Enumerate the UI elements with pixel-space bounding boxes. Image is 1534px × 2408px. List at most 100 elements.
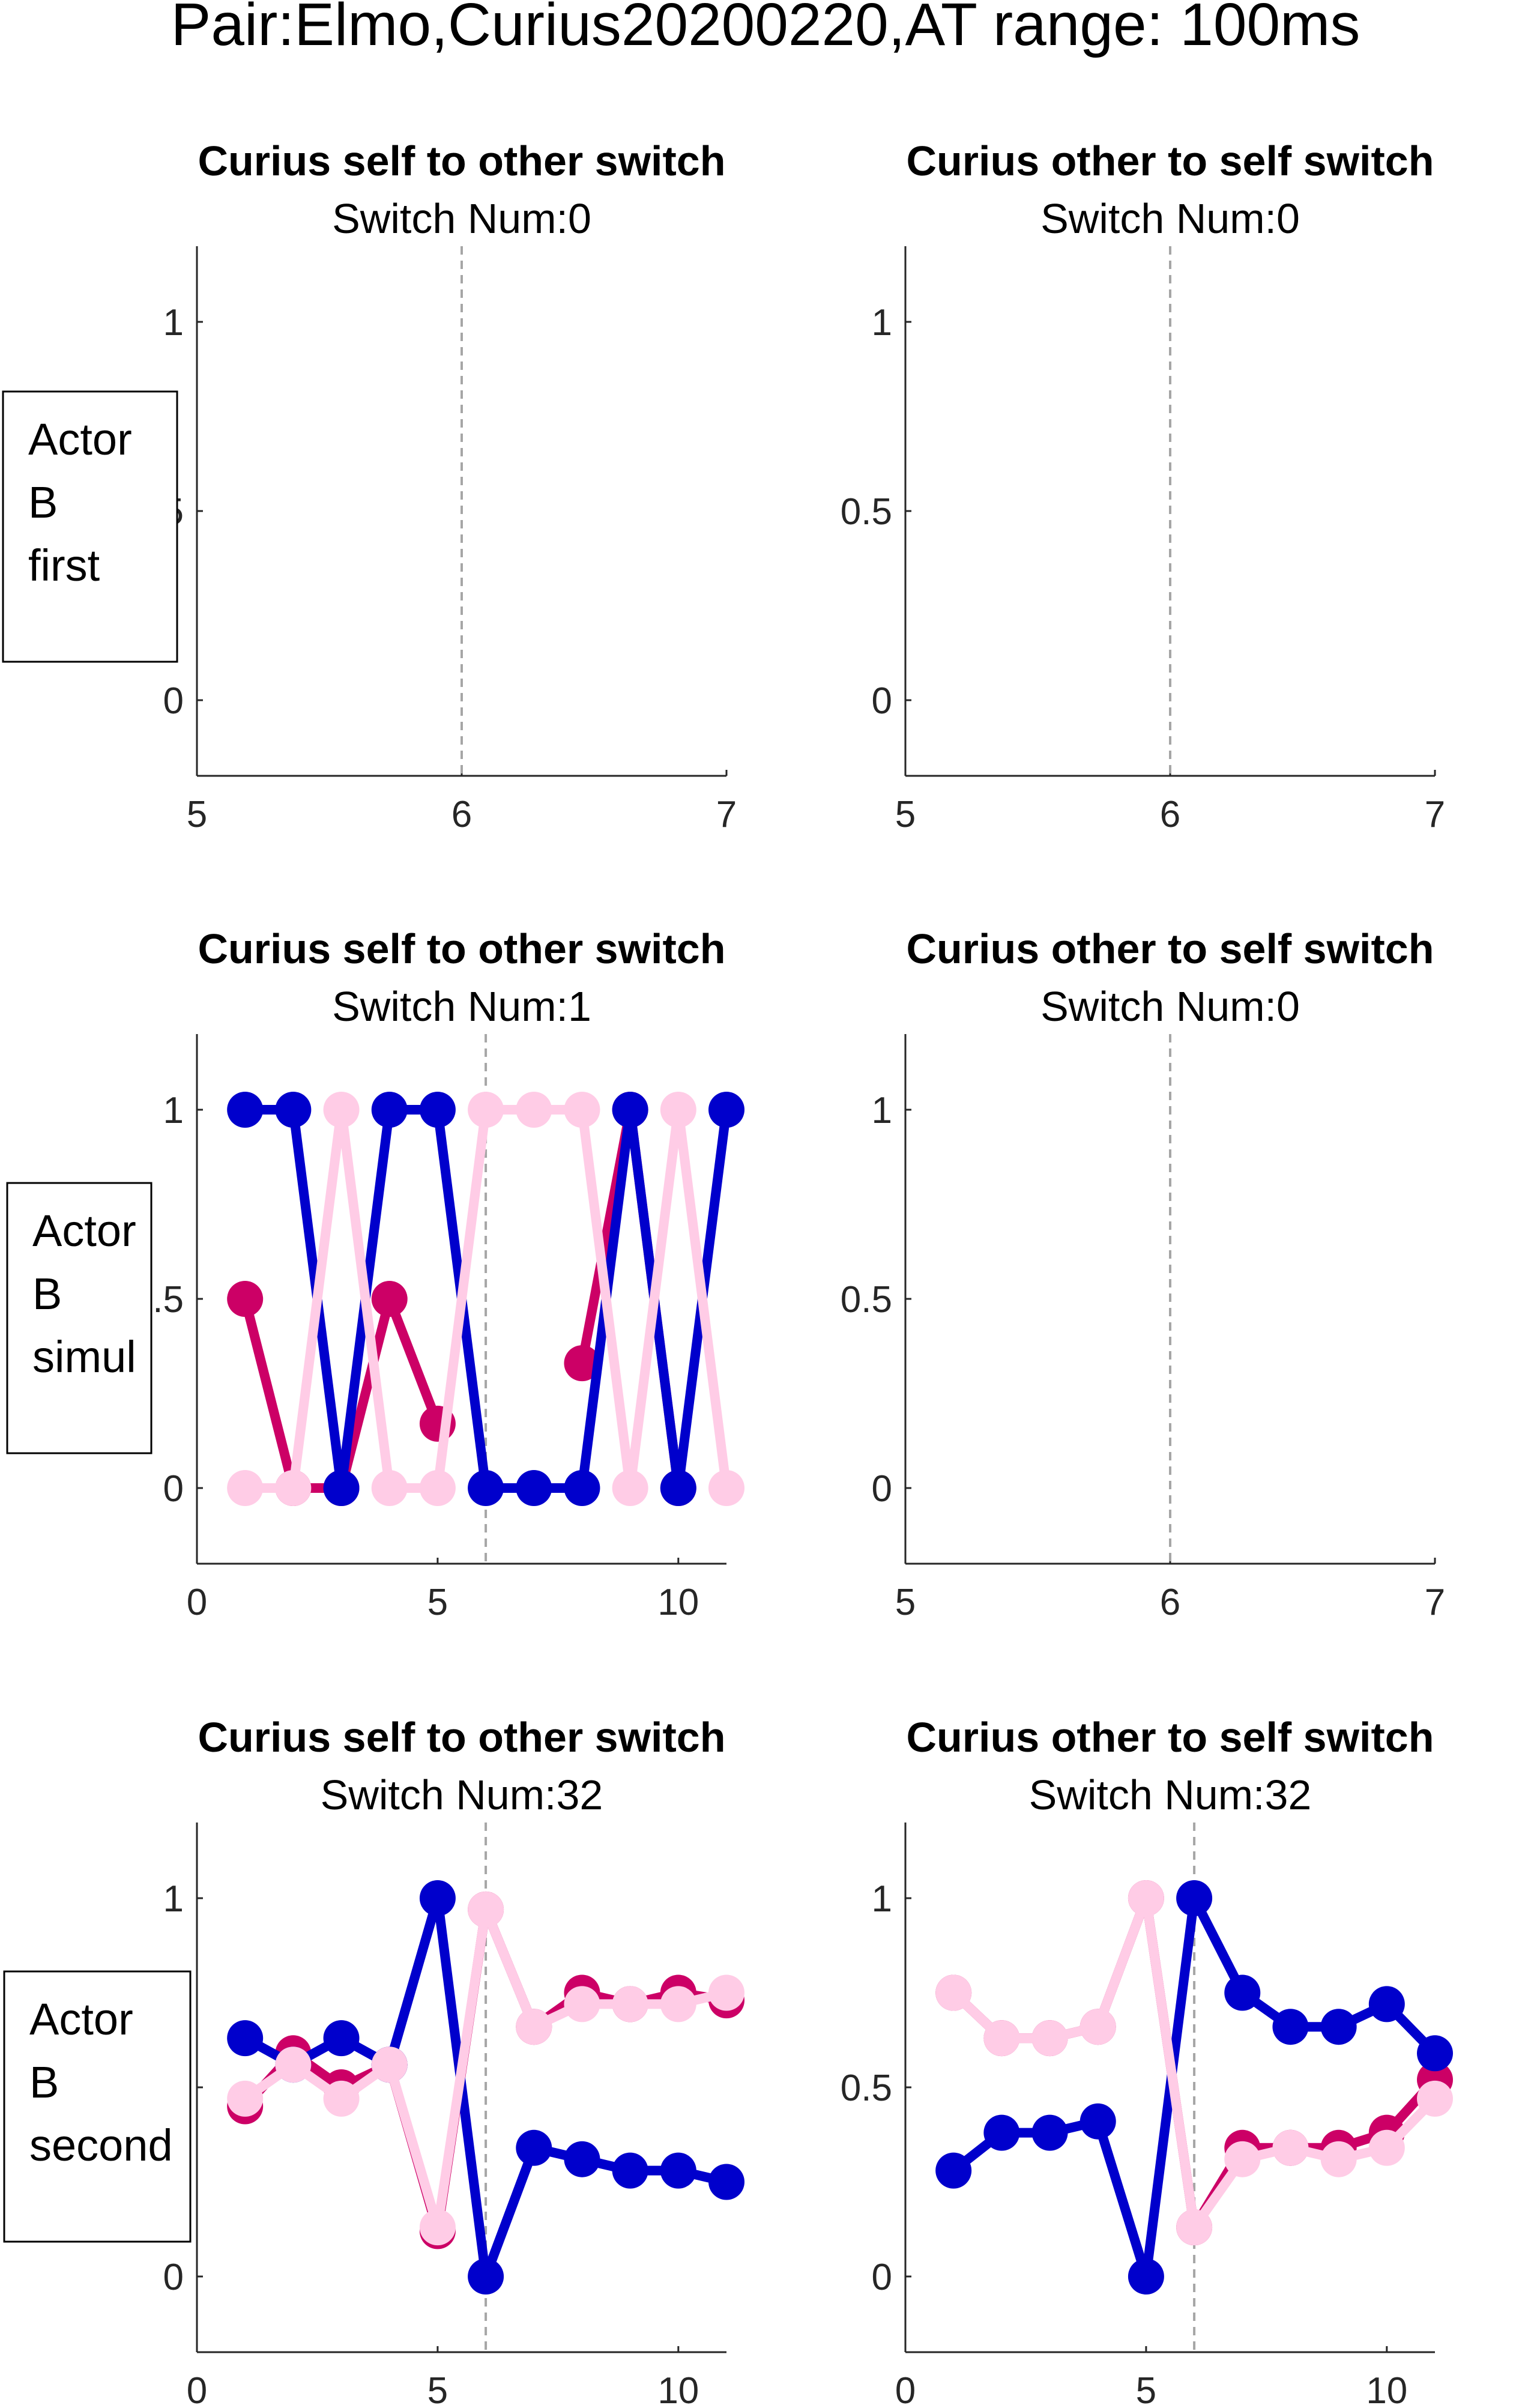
subplot-3: Curius self to other switch Switch Num:1 0… [6,925,744,1623]
y-tick-label: 0 [872,680,892,722]
data-point [660,1092,696,1128]
data-point [1417,2080,1453,2117]
y-tick-label: 1 [163,1878,184,1920]
x-tick-label: 6 [451,794,472,835]
data-point [227,1092,264,1128]
data-point [1417,2035,1453,2072]
data-point [323,1092,360,1128]
x-tick-label: 0 [187,2370,207,2408]
data-point [323,2080,360,2117]
subplot-subtitle: Switch Num:0 [1040,983,1300,1030]
data-point [1368,1986,1405,2022]
data-point [1080,2103,1116,2140]
data-point [1368,2129,1405,2166]
data-point [516,1092,552,1128]
x-tick-label: 5 [895,794,916,835]
x-tick-label: 7 [1425,794,1445,835]
row-label-text: first [28,540,100,590]
data-point [612,1986,648,2022]
x-tick-label: 5 [1136,2370,1156,2408]
series-2 [227,1092,744,1506]
x-tick-label: 0 [895,2370,916,2408]
data-point [1128,2258,1164,2295]
data-point [419,1092,456,1128]
data-point [227,1281,264,1317]
data-point [1080,2009,1116,2045]
data-point [708,1470,744,1506]
row-label-text: second [29,2120,173,2170]
row-label-text: Actor [28,414,132,464]
data-point [1224,1974,1261,2011]
y-tick-label: 0 [163,1468,184,1510]
subplot-title: Curius self to other switch [198,138,726,184]
y-tick-label: 0 [872,1468,892,1510]
data-point [612,1470,648,1506]
data-point [1128,1880,1164,1916]
row-label-text: simul [32,1332,136,1382]
y-tick-label: 1 [163,1090,184,1131]
subplot-1: Curius self to other switch Switch Num:0 5… [2,138,737,835]
data-point [371,1281,408,1317]
data-point [468,2258,504,2295]
data-point [516,1470,552,1506]
data-point [1320,2009,1357,2045]
data-point [1272,2129,1309,2166]
y-tick-label: 0 [872,2257,892,2298]
subplot-grid: Curius self to other switch Switch Num:0 5… [2,138,1453,2408]
series-3 [935,1880,1453,2246]
data-point [1224,2141,1261,2177]
data-point [564,2141,600,2177]
x-tick-label: 10 [1366,2370,1407,2408]
y-tick-label: 0 [163,680,184,722]
y-tick-label: 0.5 [841,1279,892,1320]
y-tick-label: 1 [872,1878,892,1920]
data-point [516,2009,552,2045]
x-tick-label: 6 [1160,1582,1180,1623]
data-point [323,1470,360,1506]
data-point [564,1092,600,1128]
data-point [275,1470,312,1506]
y-tick-label: 1 [872,1090,892,1131]
row-label-box [3,1970,192,2243]
data-point [227,2020,264,2057]
row-label-box [6,1182,152,1454]
figure-suptitle: Pair:Elmo,Curius20200220,AT range: 100ms [171,0,1360,58]
data-point [564,1470,600,1506]
data-point [564,1345,600,1382]
data-point [1320,2141,1357,2177]
data-point [227,1470,264,1506]
data-point [468,1092,504,1128]
subplot-title: Curius other to self switch [907,138,1434,184]
y-tick-label: 1 [163,302,184,343]
data-point [1031,2020,1068,2057]
y-tick-label: 1 [872,302,892,343]
data-point [468,1470,504,1506]
data-point [1272,2009,1309,2045]
row-label-box [2,390,178,663]
subplot-2: Curius other to self switch Switch Num:0 5… [841,138,1445,835]
x-tick-label: 5 [427,2370,448,2408]
row-label-text: Actor [32,1206,136,1256]
subplot-subtitle: Switch Num:1 [332,983,591,1030]
x-tick-label: 10 [657,2370,699,2408]
data-point [275,1092,312,1128]
data-point [708,1092,744,1128]
row-label-text: Actor [29,1994,133,2044]
subplot-subtitle: Switch Num:32 [321,1771,603,1818]
data-point [516,2129,552,2166]
y-tick-label: 0.5 [841,491,892,533]
y-tick-label: 0 [163,2257,184,2298]
data-point [468,1891,504,1928]
subplot-title: Curius other to self switch [907,1714,1434,1761]
data-point [935,1974,972,2011]
subplot-title: Curius self to other switch [198,925,726,972]
x-tick-label: 7 [1425,1582,1445,1623]
data-point [983,2114,1020,2151]
x-tick-label: 5 [427,1582,448,1623]
series-3 [227,1092,744,1506]
